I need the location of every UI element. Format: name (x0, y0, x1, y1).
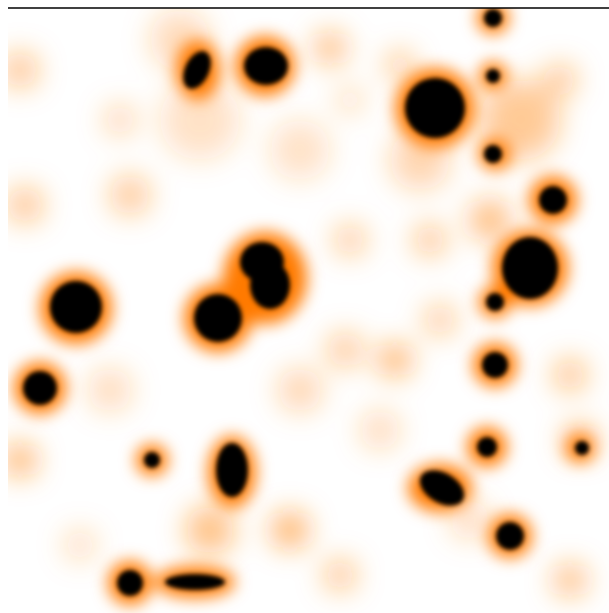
source-cores (23, 9, 589, 596)
image-area (8, 8, 596, 605)
